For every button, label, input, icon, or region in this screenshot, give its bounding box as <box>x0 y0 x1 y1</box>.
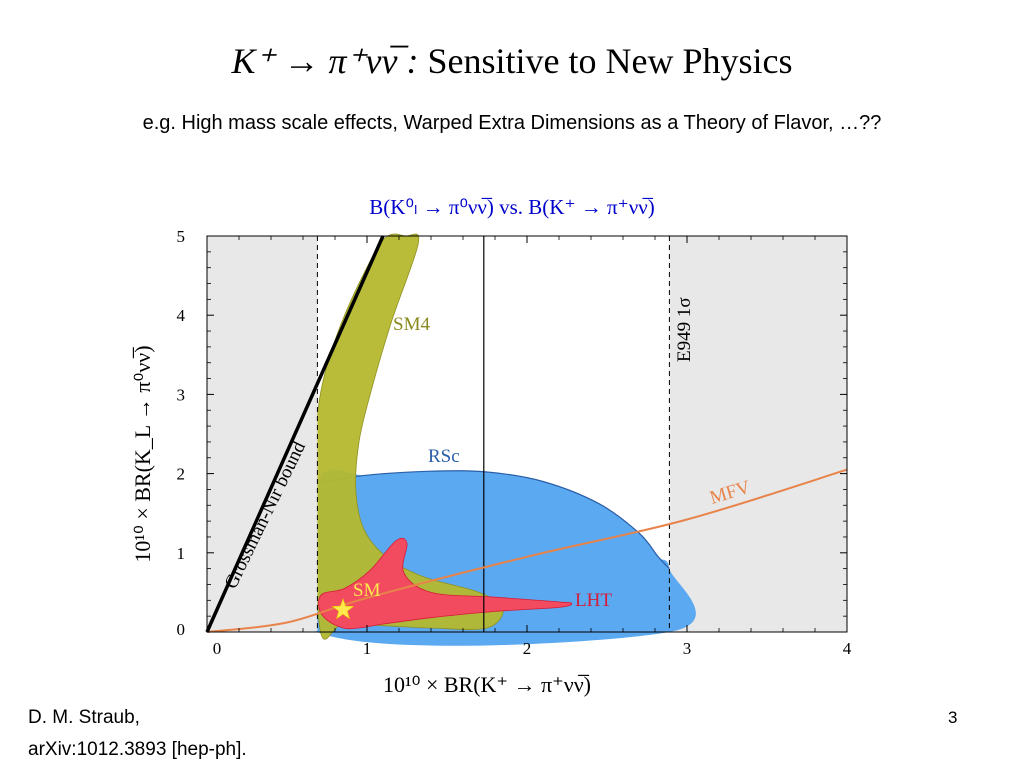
title-text: Sensitive to New Physics <box>427 41 793 81</box>
sm-label: SM <box>353 580 381 601</box>
lht-label: LHT <box>575 590 612 611</box>
e949-label: E949 1σ <box>674 297 695 362</box>
x-tick-label: 3 <box>683 639 692 658</box>
chart-heading: B(K⁰ₗ → π⁰νν̅) vs. B(K⁺ → π⁺νν̅) <box>369 195 655 219</box>
y-tick-label: 3 <box>177 385 186 404</box>
slide-title: K⁺ → π⁺νν̅ : Sensitive to New Physics <box>0 40 1024 82</box>
y-tick-label: 2 <box>177 465 186 484</box>
excluded-overlay-left <box>208 237 318 631</box>
x-tick-label: 1 <box>363 639 372 658</box>
y-tick-label: 0 <box>177 620 186 639</box>
citation-reference: arXiv:1012.3893 [hep-ph]. <box>28 739 247 760</box>
rsc-region-edge <box>317 470 670 570</box>
slide-subtitle: e.g. High mass scale effects, Warped Ext… <box>142 112 882 134</box>
y-axis-label: 10¹⁰ × BR(K_L → π⁰νν̅) <box>130 345 155 562</box>
page-number: 3 <box>948 708 958 727</box>
lht-region <box>318 537 573 630</box>
title-math: K⁺ → π⁺νν̅ : <box>231 41 419 81</box>
mfv-curve <box>206 468 848 633</box>
y-tick-label: 1 <box>177 544 186 563</box>
excluded-region-right <box>669 236 847 632</box>
x-tick-label: 4 <box>843 639 852 658</box>
citation: D. M. Straub, arXiv:1012.3893 [hep-ph]. <box>28 702 247 766</box>
rsc-label: RSc <box>428 446 460 467</box>
y-tick-label: 5 <box>177 227 186 246</box>
sm-point-star <box>331 597 355 620</box>
sm4-label: SM4 <box>393 314 430 335</box>
citation-author: D. M. Straub, <box>28 707 140 728</box>
x-tick-label: 2 <box>523 639 532 658</box>
x-tick-label: 0 <box>213 639 222 658</box>
x-axis-label: 10¹⁰ × BR(K⁺ → π⁺νν̅) <box>383 672 591 697</box>
grossman-nir-bound-line <box>205 235 385 633</box>
y-tick-label: 4 <box>177 306 186 325</box>
